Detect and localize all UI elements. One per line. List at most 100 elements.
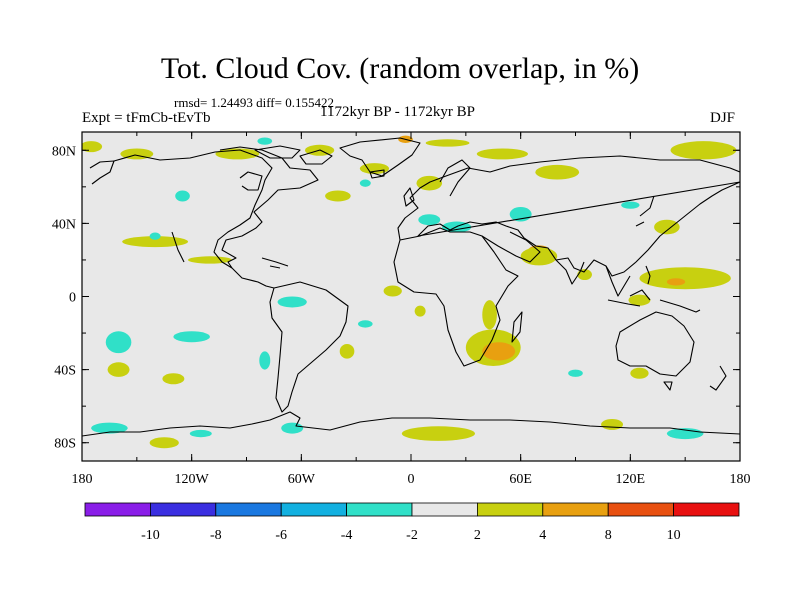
- coastline-arctic-islands: [254, 145, 333, 165]
- coastline-alaska: [89, 160, 115, 185]
- coastline-se-asia: [605, 265, 631, 297]
- lon-tick-label: 180: [730, 472, 751, 487]
- anomaly-region: [357, 320, 373, 328]
- anomaly-region: [418, 214, 441, 226]
- anomaly-region: [670, 141, 737, 160]
- colorbar-label: -6: [275, 528, 287, 543]
- anomaly-region: [482, 342, 516, 361]
- coastline-madagascar: [511, 311, 523, 343]
- anomaly-region: [149, 232, 161, 240]
- lat-tick-label: 80N: [52, 144, 76, 159]
- colorbar-swatch: [84, 502, 151, 517]
- coastline-central-america: [231, 267, 275, 289]
- colorbar-swatch: [149, 502, 217, 517]
- anomaly-region: [414, 305, 426, 317]
- colorbar-label: 8: [605, 528, 612, 543]
- anomaly-region: [639, 267, 731, 290]
- coastline-north-america: [113, 146, 319, 269]
- anomaly-region: [383, 285, 402, 297]
- coastline-iceland: [369, 169, 385, 179]
- coastline-south-america: [269, 281, 349, 413]
- anomaly-region: [325, 190, 351, 202]
- coastline-britain: [403, 187, 415, 207]
- anomaly-region: [277, 296, 307, 308]
- experiment-label: Expt = tFmCb-tEvTb: [82, 110, 211, 126]
- anomaly-region: [105, 331, 132, 354]
- colorbar-label: 2: [474, 528, 481, 543]
- anomaly-region: [82, 141, 103, 153]
- coastline-africa: [393, 227, 519, 367]
- coastline-philippines: [645, 265, 651, 285]
- lon-tick-label: 60W: [288, 472, 316, 487]
- lat-tick-label: 0: [69, 291, 76, 306]
- colorbar-label: 4: [539, 528, 546, 543]
- anomaly-region: [107, 362, 130, 377]
- axis-ticks: 80N 40N 0 40S 80S 180 120W 60W 0 60E 120E 180: [52, 132, 751, 487]
- anomaly-region: [162, 373, 185, 385]
- coastlines: [82, 137, 740, 437]
- colorbar-swatch: [215, 502, 282, 517]
- anomaly-region: [173, 331, 210, 343]
- anomaly-region: [91, 422, 128, 434]
- anomaly-region: [122, 236, 189, 248]
- coastline-tasmania: [663, 381, 673, 391]
- rmsd-diff-stats: rmsd= 1.24493 diff= 0.155422: [174, 95, 334, 110]
- coastline-scandinavia: [439, 159, 471, 197]
- season-label: DJF: [710, 110, 736, 126]
- colorbar-swatch: [607, 502, 675, 517]
- coastline-indonesia: [607, 289, 701, 313]
- lat-tick-label: 40N: [52, 217, 76, 232]
- lat-tick-label: 80S: [54, 437, 76, 452]
- coastline-greenland: [339, 137, 421, 177]
- colorbar: -10 -8 -6 -4 -2 2 4 8 10: [84, 502, 740, 543]
- anomaly-region: [520, 247, 558, 266]
- lon-tick-label: 120E: [616, 472, 646, 487]
- lat-tick-label: 40S: [54, 364, 76, 379]
- map-title: Tot. Cloud Cov. (random overlap, in %): [160, 52, 640, 85]
- anomaly-region: [401, 426, 475, 441]
- colorbar-swatch: [673, 502, 740, 517]
- coastline-japan: [635, 195, 655, 227]
- anomaly-region: [425, 139, 470, 147]
- anomaly-region: [568, 369, 583, 377]
- coastline-antarctica: [82, 411, 740, 437]
- coastline-eurasia: [397, 155, 740, 277]
- anomaly-region: [359, 163, 390, 175]
- period-label: 1172kyr BP - 1172kyr BP: [320, 104, 476, 120]
- lon-tick-label: 0: [408, 472, 415, 487]
- colorbar-swatch: [346, 502, 413, 517]
- anomaly-region: [601, 418, 624, 430]
- anomaly-region: [257, 137, 273, 145]
- anomaly-region: [188, 256, 232, 264]
- anomaly-region: [482, 300, 497, 330]
- anomaly-region: [630, 367, 649, 379]
- coastline-new-zealand: [709, 365, 727, 391]
- anomaly-region: [339, 344, 355, 359]
- anomaly-region: [654, 219, 680, 235]
- anomaly-region: [535, 164, 580, 180]
- anomaly-region: [666, 278, 686, 286]
- coastline-hudson: [239, 171, 263, 191]
- colorbar-swatch: [542, 502, 609, 517]
- anomaly-region: [621, 201, 640, 209]
- anomaly-region: [359, 179, 371, 187]
- coastline-india: [555, 259, 585, 285]
- lon-tick-label: 180: [72, 472, 93, 487]
- colorbar-swatch: [476, 502, 544, 517]
- anomaly-region: [476, 148, 528, 160]
- anomaly-region: [628, 294, 651, 306]
- coastline-caribbean: [261, 257, 289, 269]
- lon-tick-label: 120W: [175, 472, 210, 487]
- anomaly-region: [149, 437, 179, 449]
- anomaly-region: [189, 429, 212, 438]
- coastline-baja: [171, 231, 185, 263]
- anomaly-region: [259, 351, 271, 370]
- lon-tick-label: 60E: [509, 472, 532, 487]
- colorbar-label: -8: [210, 528, 222, 543]
- plot-background: [82, 132, 740, 461]
- colorbar-label: -2: [406, 528, 418, 543]
- anomaly-region: [175, 190, 190, 202]
- colorbar-swatch: [411, 502, 478, 517]
- anomaly-region: [281, 422, 304, 434]
